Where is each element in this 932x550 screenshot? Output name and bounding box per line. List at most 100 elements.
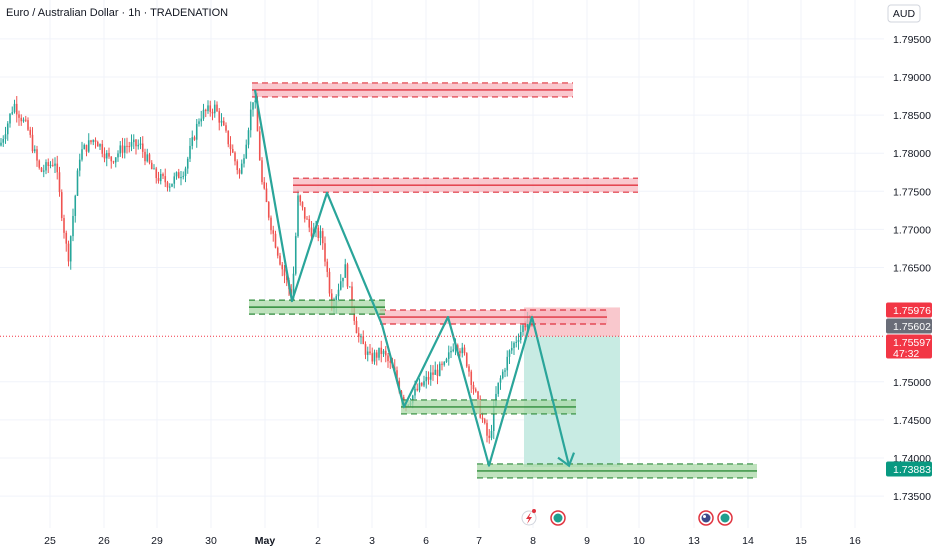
time-tick-label: 30	[205, 535, 217, 547]
candle-body	[168, 186, 171, 188]
candle-body	[234, 152, 236, 162]
time-tick-label: 8	[530, 535, 536, 547]
price-tick-label: 1.78000	[893, 148, 931, 160]
position-tool[interactable]	[524, 307, 620, 467]
candle-body	[11, 112, 14, 114]
candle-body	[157, 178, 160, 182]
candle-body	[375, 352, 378, 358]
candle-body	[382, 350, 385, 355]
candle-body	[65, 232, 68, 244]
candle-body	[364, 344, 367, 355]
candle-body	[94, 139, 97, 143]
candle-body	[270, 217, 272, 231]
price-tag-label: 1.73883	[893, 464, 931, 476]
candle-body	[216, 104, 218, 112]
flash-event-icon[interactable]	[521, 509, 537, 526]
candle-body	[508, 350, 511, 357]
candle-body	[78, 159, 81, 171]
candle-body	[452, 349, 455, 351]
candle-body	[42, 170, 45, 172]
candle-body	[247, 130, 250, 145]
candle-body	[436, 369, 439, 376]
candle-body	[85, 144, 88, 152]
candle-body	[351, 286, 353, 308]
candle-body	[209, 105, 212, 112]
candle-body	[249, 109, 252, 131]
candle-body	[15, 103, 18, 115]
price-tick-label: 1.74500	[893, 415, 931, 427]
earnings-event-icon[interactable]	[550, 510, 566, 526]
candle-body	[472, 384, 475, 390]
candle-body	[189, 145, 191, 159]
candle-body	[441, 363, 443, 365]
candle-body	[27, 120, 29, 130]
candle-body	[279, 255, 281, 265]
price-tick-label: 1.73500	[893, 491, 931, 503]
candle-body	[114, 157, 117, 163]
candle-body	[60, 192, 63, 219]
candle-body	[211, 111, 214, 114]
time-tick-label: 16	[849, 535, 861, 547]
candle-body	[348, 286, 351, 288]
candle-body	[456, 345, 459, 351]
candle-body	[72, 215, 74, 237]
candle-body	[213, 104, 216, 114]
candle-body	[450, 350, 452, 353]
candle-body	[378, 347, 380, 358]
price-tag[interactable]: 1.75602	[886, 318, 932, 334]
candle-body	[380, 347, 383, 355]
candle-body	[362, 336, 365, 345]
candle-body	[29, 129, 32, 135]
candle-body	[321, 231, 324, 244]
candle-body	[173, 176, 176, 184]
candle-body	[200, 118, 203, 122]
candle-body	[137, 144, 140, 147]
candle-body	[265, 188, 268, 203]
candle-body	[51, 164, 54, 166]
candle-body	[87, 140, 90, 152]
candle-body	[384, 350, 387, 356]
price-tick-label: 1.79000	[893, 72, 931, 84]
candle-body	[267, 202, 270, 218]
price-tick-label: 1.77000	[893, 224, 931, 236]
time-axis[interactable]: 25 26 29 30 May 2 3 6 7 8 9 10 13 14 15 16	[0, 528, 884, 550]
candle-body	[81, 149, 83, 160]
candle-body	[501, 371, 504, 379]
event-markers[interactable]	[521, 509, 733, 526]
candle-body	[506, 356, 509, 371]
candle-body	[389, 361, 392, 363]
candle-body	[36, 149, 38, 161]
candle-body	[423, 381, 425, 386]
earnings-event-icon[interactable]	[717, 510, 733, 526]
candle-body	[297, 195, 299, 237]
candle-body	[198, 121, 200, 124]
time-tick-label: 13	[688, 535, 700, 547]
currency-label[interactable]: AUD	[893, 8, 916, 20]
pattern-drawing[interactable]	[253, 89, 576, 468]
price-tag[interactable]: 1.75976	[886, 302, 932, 318]
candle-body	[373, 352, 376, 362]
supply-demand-zones[interactable]	[249, 82, 757, 479]
candle-body	[132, 139, 135, 143]
candle-body	[222, 120, 225, 126]
candle-body	[204, 109, 207, 112]
news-event-icon[interactable]	[698, 510, 714, 526]
candle-body	[119, 145, 122, 154]
candle-body	[184, 168, 187, 176]
pattern-path	[253, 89, 571, 467]
candle-body	[468, 366, 470, 372]
candle-body	[99, 144, 101, 147]
price-axis[interactable]: AUD 1.79500 1.79000 1.78500 1.78000 1.77500 1…	[884, 0, 932, 550]
candle-body	[447, 352, 450, 359]
candle-body	[101, 144, 104, 154]
candle-body	[135, 139, 137, 147]
candle-body	[434, 369, 437, 375]
candle-body	[74, 195, 77, 216]
candle-body	[486, 422, 488, 436]
price-tag[interactable]: 1.73883	[886, 461, 932, 477]
time-tick-label: 2	[315, 535, 321, 547]
candle-body	[2, 138, 5, 143]
candle-body	[346, 264, 349, 287]
